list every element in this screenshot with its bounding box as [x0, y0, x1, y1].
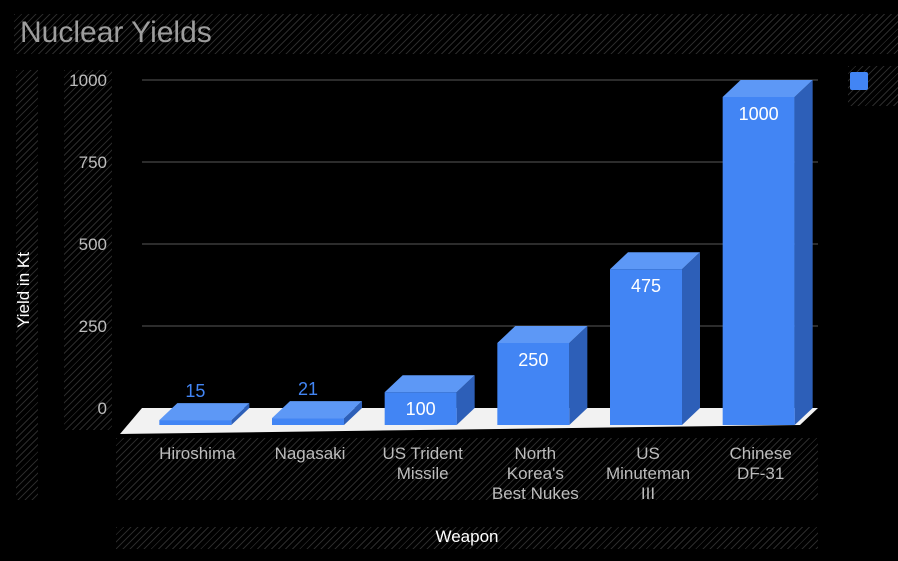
- bar-group: [497, 326, 588, 425]
- y-tick-label: 500: [79, 235, 107, 254]
- y-axis-label-area: [16, 70, 38, 500]
- chart-title: Nuclear Yields: [20, 16, 212, 49]
- x-tick-label: North: [515, 444, 557, 463]
- bar-side: [569, 326, 588, 425]
- bar-top: [610, 252, 700, 270]
- x-tick-label: Korea's: [507, 464, 564, 483]
- y-tick-label: 250: [79, 317, 107, 336]
- bar: [159, 420, 232, 425]
- legend-swatch[interactable]: [850, 72, 868, 90]
- data-label: 250: [518, 350, 548, 370]
- bar-group: [722, 80, 813, 425]
- bar-side: [456, 375, 475, 425]
- bar-top: [497, 326, 588, 343]
- x-tick-label: Chinese: [729, 444, 791, 463]
- x-tick-label: Nagasaki: [275, 444, 346, 463]
- bar-top: [384, 375, 475, 393]
- x-tick-label: Best Nukes: [492, 484, 579, 503]
- x-tick-label: Hiroshima: [159, 444, 236, 463]
- y-tick-area: [64, 70, 112, 430]
- bar-group: [272, 401, 362, 425]
- title-area: Nuclear Yields: [14, 14, 898, 54]
- bar-top: [159, 403, 250, 421]
- bar-group: [384, 375, 475, 425]
- bar-side: [231, 403, 250, 425]
- data-label: 1000: [739, 104, 779, 124]
- x-tick-label: DF-31: [737, 464, 784, 483]
- x-axis-label: Weapon: [435, 527, 499, 546]
- data-label: 21: [298, 379, 318, 399]
- data-label: 15: [185, 381, 205, 401]
- data-label: 100: [406, 399, 436, 419]
- bar-side: [682, 252, 700, 425]
- bar: [497, 343, 570, 425]
- bar: [610, 269, 682, 425]
- y-tick-label: 1000: [69, 71, 107, 90]
- x-tick-area: [116, 438, 818, 500]
- bar-group: [159, 403, 250, 425]
- bar-side: [344, 401, 362, 425]
- bar-side: [794, 80, 813, 425]
- bar-top: [722, 80, 813, 97]
- x-tick-label: US: [636, 444, 660, 463]
- x-tick-label: US Trident: [383, 444, 464, 463]
- bar-group: [610, 252, 700, 425]
- y-tick-label: 0: [98, 399, 107, 418]
- x-axis-label-area: Weapon: [116, 527, 818, 549]
- x-tick-label: Minuteman: [606, 464, 690, 483]
- bar: [722, 97, 795, 425]
- x-tick-label: Missile: [397, 464, 449, 483]
- bar: [384, 392, 457, 425]
- data-label: 475: [631, 276, 661, 296]
- y-tick-label: 750: [79, 153, 107, 172]
- x-tick-label: III: [641, 484, 655, 503]
- bar: [272, 418, 344, 425]
- bar-top: [272, 401, 362, 419]
